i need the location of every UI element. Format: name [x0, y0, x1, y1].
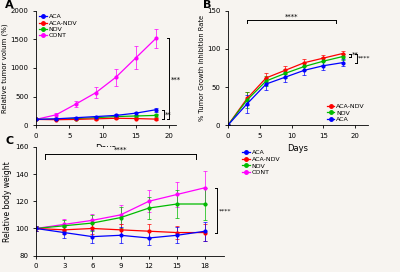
Legend: ACA-NDV, NDV, ACA: ACA-NDV, NDV, ACA	[327, 104, 365, 122]
Text: ***: ***	[171, 76, 181, 82]
Text: ****: ****	[285, 13, 298, 19]
Y-axis label: Relative tumor volum (%): Relative tumor volum (%)	[1, 23, 8, 113]
X-axis label: Days: Days	[288, 144, 308, 153]
Text: A: A	[5, 0, 14, 10]
Text: **: **	[165, 111, 172, 117]
X-axis label: Days: Days	[96, 144, 116, 153]
Y-axis label: Relative body weight: Relative body weight	[3, 161, 12, 242]
Y-axis label: % Tumor Growth Inhibition Rate: % Tumor Growth Inhibition Rate	[200, 15, 206, 121]
Text: B: B	[203, 0, 211, 10]
Legend: ACA, ACA-NDV, NDV, CONT: ACA, ACA-NDV, NDV, CONT	[39, 14, 77, 38]
Legend: ACA, ACA-NDV, NDV, CONT: ACA, ACA-NDV, NDV, CONT	[242, 150, 280, 175]
Text: ****: ****	[358, 55, 370, 61]
Text: C: C	[6, 136, 14, 146]
Text: ****: ****	[114, 146, 127, 152]
Text: ****: ****	[219, 208, 232, 213]
Text: **: **	[352, 52, 359, 58]
